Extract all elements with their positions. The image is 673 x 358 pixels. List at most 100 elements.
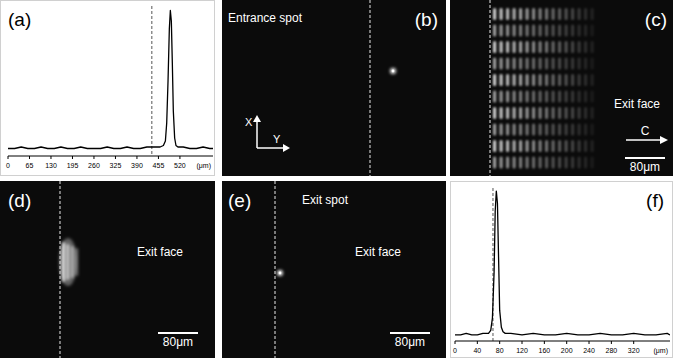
fringe [532,41,535,53]
panel-label: (f) [646,190,664,211]
fringe [493,140,496,152]
fringe [558,8,561,20]
chart-panel: 065130195260325390455520(μm)(a) [1,1,215,176]
fringe [565,8,568,20]
x-tick [29,156,30,159]
fringe [552,74,555,86]
fringe [526,58,529,70]
fringe [552,8,555,20]
fringe [591,91,594,103]
fringe [500,157,503,169]
fringe [545,157,548,169]
fringe [539,41,542,53]
fringe [545,58,548,70]
fringe [67,244,70,280]
fringe [565,41,568,53]
fringe [493,8,496,20]
panel-label: (b) [415,9,438,30]
fringe [584,74,587,86]
fringe [526,8,529,20]
figure: 065130195260325390455520(μm)(a)040801201… [0,0,673,358]
profile-line [455,191,670,335]
fringe [532,8,535,20]
reference-line [151,6,152,156]
fringe [526,157,529,169]
fringe [513,107,516,119]
fringe [513,25,516,37]
image-background [0,181,215,358]
fringe [539,58,542,70]
x-axis [455,341,670,342]
fringe [545,124,548,136]
panel-label: (e) [228,190,251,211]
fringe [571,124,574,136]
axis-arrow [626,139,664,141]
scale-label: 80μm [163,335,193,349]
fringe [493,25,496,37]
x-tick [455,341,456,344]
fringe [591,140,594,152]
x-tick-label: 0 [6,162,10,169]
caption: Exit face [137,245,183,259]
scale-bar [625,157,665,159]
fringe [545,91,548,103]
spot [277,270,283,276]
fringe [493,157,496,169]
fringe [76,248,79,276]
fringe [526,140,529,152]
fringe [513,91,516,103]
fringe [558,124,561,136]
fringe [578,107,581,119]
plot-group [455,188,670,341]
scale-bar [390,332,430,334]
spot-core [279,272,282,275]
axis-name: X [245,116,253,128]
fringe [584,58,587,70]
fringe [571,8,574,20]
fringe [558,41,561,53]
x-tick [589,341,590,344]
fringe [558,157,561,169]
fringe [539,157,542,169]
edge-line [275,181,276,358]
fringe [591,58,594,70]
fringe [539,74,542,86]
fringe [500,74,503,86]
fringe [578,8,581,20]
x-tick [633,341,634,344]
panel-label: (a) [8,9,31,30]
fringe [519,140,522,152]
fringe [578,25,581,37]
axis-name: Y [273,133,281,145]
x-tick-label: 280 [606,347,618,354]
fringe [578,58,581,70]
x-tick [93,156,94,159]
fringe [532,58,535,70]
fringe [552,91,555,103]
fringe [519,91,522,103]
x-tick-label: 455 [153,162,165,169]
caption: Exit face [614,97,660,111]
x-tick [544,341,545,344]
scale-bar [158,332,198,334]
chart-panel: 04080120160200240280320(μm)(f) [451,182,673,358]
halo [59,238,77,286]
arrow-head [253,115,261,122]
fringe [578,74,581,86]
fringe [493,91,496,103]
fringe [578,157,581,169]
fringe [493,107,496,119]
fringe [506,91,509,103]
fringe [584,25,587,37]
fringe [519,74,522,86]
fringe [506,25,509,37]
x-tick [179,156,180,159]
fringe [558,74,561,86]
fringe [584,124,587,136]
fringe [558,140,561,152]
fringe [558,91,561,103]
fringe [545,8,548,20]
fringe [519,25,522,37]
fringe [532,25,535,37]
fringe [571,140,574,152]
